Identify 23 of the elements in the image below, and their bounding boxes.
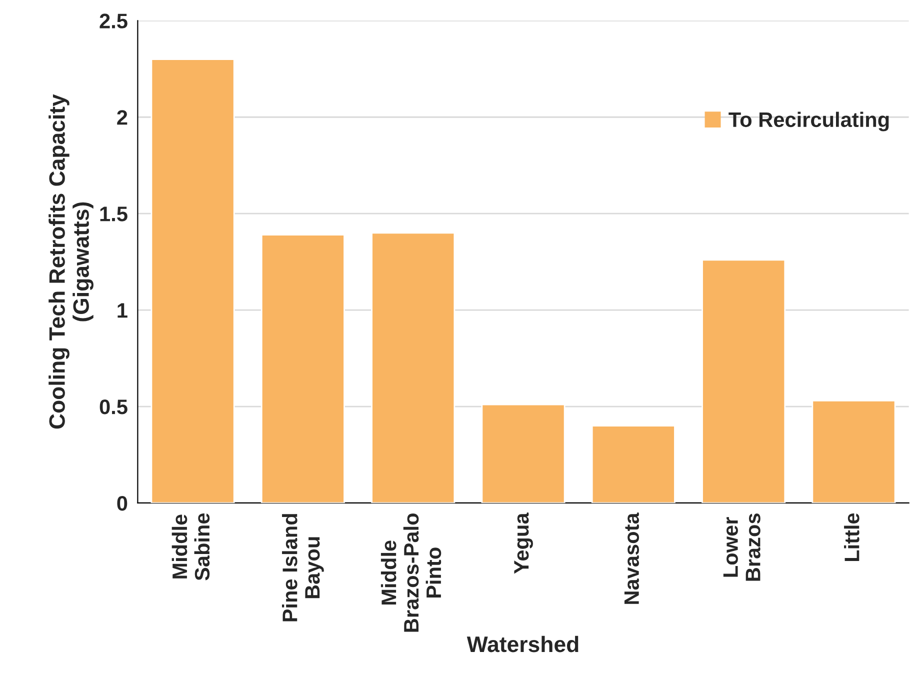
y-tick-label: 2.5	[100, 14, 128, 28]
x-tick-label: Lower Brazos	[723, 514, 760, 581]
y-tick-label: 2	[117, 110, 128, 125]
y-tick-label: 1	[118, 303, 128, 318]
bar	[481, 404, 566, 503]
y-tick-label: 1.5	[100, 206, 128, 222]
x-tick-label: Little	[844, 513, 860, 562]
x-tick-label: Middle Sabine	[172, 513, 210, 580]
bar	[812, 400, 896, 503]
y-tick-label: 0	[117, 496, 128, 511]
x-axis-title: Watershed	[466, 636, 578, 652]
bar	[150, 58, 235, 503]
x-tick-label: Middle Brazos-Palo Pinto	[380, 514, 442, 632]
y-axis-title: Cooling Tech Retrofits Capacity (Gigawatts)	[48, 94, 94, 429]
x-tick-label: Navasota	[624, 512, 640, 604]
bar	[371, 232, 456, 503]
x-tick-label: Pine Island Bayou	[282, 514, 324, 622]
bar	[702, 259, 786, 503]
bar	[591, 425, 676, 503]
legend-label: To Recirculating	[728, 112, 889, 132]
bar	[260, 234, 345, 503]
x-tick-label: Yegua	[514, 512, 533, 574]
y-tick-label: 0.5	[100, 400, 128, 414]
